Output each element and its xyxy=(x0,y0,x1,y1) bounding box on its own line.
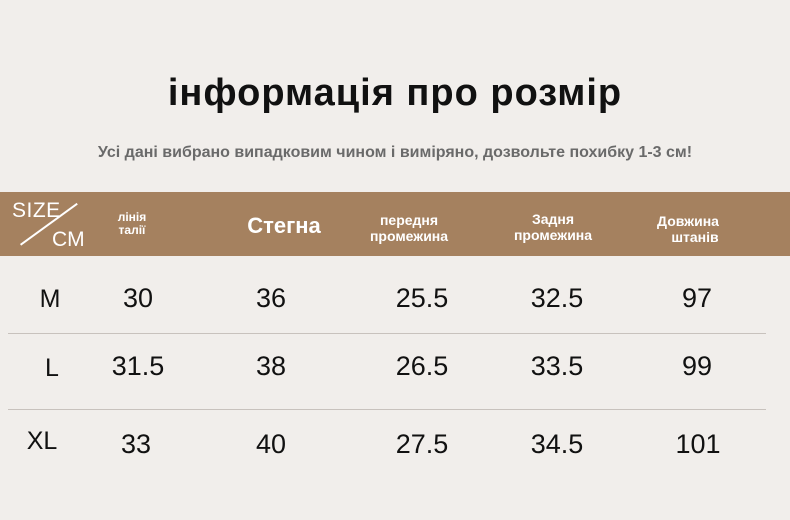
length-cell: 97 xyxy=(681,283,713,313)
front-rise-cell: 25.5 xyxy=(395,283,449,313)
table-row: M 30 36 25.5 32.5 97 xyxy=(0,283,790,343)
hips-cell: 40 xyxy=(255,429,287,459)
front-rise-cell: 26.5 xyxy=(395,351,449,381)
header-front-rise-line2: промежина xyxy=(369,228,449,244)
size-cm-corner: SIZE CM xyxy=(0,192,100,256)
size-cell: L xyxy=(45,354,59,382)
header-waist-line1: лінія xyxy=(117,210,147,224)
page-title: інформація про розмір xyxy=(167,72,623,114)
size-label: SIZE xyxy=(12,199,61,222)
row-divider xyxy=(8,333,766,334)
header-back-rise-line2: промежина xyxy=(513,227,593,243)
header-front-rise-line1: передня xyxy=(379,212,439,228)
length-cell: 99 xyxy=(681,351,713,381)
size-cell: M xyxy=(39,285,61,313)
hips-cell: 36 xyxy=(255,283,287,313)
header-length: Довжина штанів xyxy=(638,213,738,245)
header-back-rise: Задня промежина xyxy=(494,211,612,243)
table-header: SIZE CM лінія талії Стегна передня проме… xyxy=(0,192,790,256)
back-rise-cell: 34.5 xyxy=(530,429,584,459)
back-rise-cell: 33.5 xyxy=(530,351,584,381)
header-hips: Стегна xyxy=(247,213,321,238)
cm-label: CM xyxy=(52,228,85,251)
hips-cell: 38 xyxy=(255,351,287,381)
size-cell: XL xyxy=(26,427,58,455)
waist-cell: 30 xyxy=(122,283,154,313)
back-rise-cell: 32.5 xyxy=(530,283,584,313)
waist-cell: 31.5 xyxy=(111,351,165,381)
row-divider xyxy=(8,409,766,410)
table-row: XL 33 40 27.5 34.5 101 xyxy=(0,427,790,489)
table-row: L 31.5 38 26.5 33.5 99 xyxy=(0,351,790,411)
header-length-line1: Довжина xyxy=(657,213,719,229)
front-rise-cell: 27.5 xyxy=(395,429,449,459)
length-cell: 101 xyxy=(675,429,721,459)
measurement-note: Усі дані вибрано випадковим чином і вимі… xyxy=(97,144,693,161)
header-waist: лінія талії xyxy=(100,211,164,237)
header-waist-line2: талії xyxy=(118,223,146,237)
header-length-line2: штанів xyxy=(671,229,719,245)
header-front-rise: передня промежина xyxy=(349,212,469,244)
waist-cell: 33 xyxy=(120,429,152,459)
header-back-rise-line1: Задня xyxy=(531,211,575,227)
